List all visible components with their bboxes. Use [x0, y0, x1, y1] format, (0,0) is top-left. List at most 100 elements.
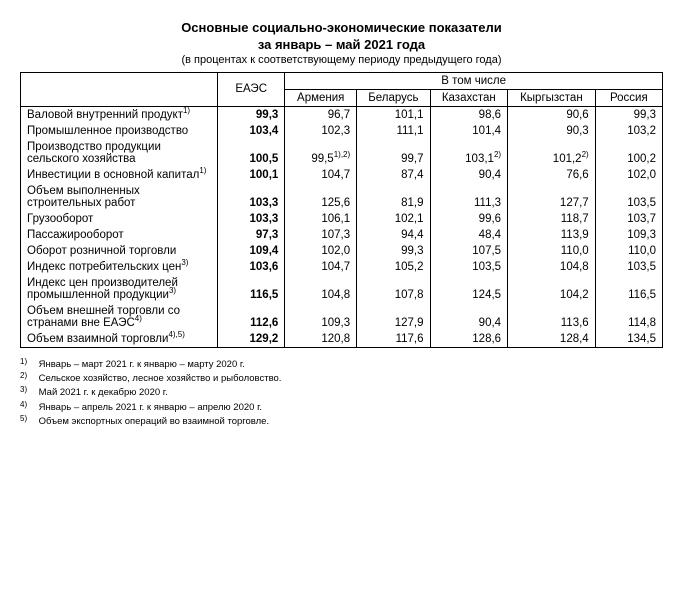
cell-value: 103,5	[595, 259, 662, 275]
col-russia: Россия	[595, 89, 662, 106]
cell-value: 104,8	[508, 259, 596, 275]
title-line1: Основные социально-экономические показат…	[20, 20, 663, 37]
cell-value: 87,4	[357, 167, 430, 183]
cell-value: 102,3	[285, 123, 357, 139]
row-label: Промышленное производство	[21, 123, 218, 139]
table-row: Индекс потребительских цен3)103,6104,710…	[21, 259, 663, 275]
table-row: Индекс цен производителей промышленной п…	[21, 275, 663, 303]
cell-value: 102,0	[285, 243, 357, 259]
col-eaes: ЕАЭС	[218, 72, 285, 106]
cell-value: 103,12)	[430, 139, 508, 167]
cell-value: 125,6	[285, 183, 357, 211]
cell-value: 99,7	[357, 139, 430, 167]
table-row: Валовой внутренний продукт1)99,396,7101,…	[21, 106, 663, 123]
cell-value: 107,5	[430, 243, 508, 259]
cell-eaes: 103,3	[218, 211, 285, 227]
col-group: В том числе	[285, 72, 663, 89]
cell-value: 99,3	[357, 243, 430, 259]
row-label: Индекс потребительских цен3)	[21, 259, 218, 275]
cell-value: 81,9	[357, 183, 430, 211]
cell-value: 110,0	[595, 243, 662, 259]
cell-value: 128,6	[430, 331, 508, 348]
cell-value: 100,2	[595, 139, 662, 167]
table-row: Инвестиции в основной капитал1)100,1104,…	[21, 167, 663, 183]
col-belarus: Беларусь	[357, 89, 430, 106]
row-label: Объем выполненных строительных работ	[21, 183, 218, 211]
cell-value: 103,2	[595, 123, 662, 139]
cell-value: 116,5	[595, 275, 662, 303]
table-row: Грузооборот103,3106,1102,199,6118,7103,7	[21, 211, 663, 227]
col-blank	[21, 72, 218, 106]
col-armenia: Армения	[285, 89, 357, 106]
cell-value: 101,4	[430, 123, 508, 139]
cell-value: 99,51),2)	[285, 139, 357, 167]
row-label: Объем внешней торговли со странами вне Е…	[21, 303, 218, 331]
cell-value: 128,4	[508, 331, 596, 348]
cell-value: 118,7	[508, 211, 596, 227]
cell-value: 90,4	[430, 167, 508, 183]
cell-value: 111,1	[357, 123, 430, 139]
table-row: Промышленное производство103,4102,3111,1…	[21, 123, 663, 139]
cell-value: 114,8	[595, 303, 662, 331]
cell-value: 124,5	[430, 275, 508, 303]
cell-value: 48,4	[430, 227, 508, 243]
cell-value: 103,5	[595, 183, 662, 211]
cell-value: 127,9	[357, 303, 430, 331]
cell-value: 90,3	[508, 123, 596, 139]
cell-value: 98,6	[430, 106, 508, 123]
cell-value: 90,6	[508, 106, 596, 123]
cell-value: 109,3	[285, 303, 357, 331]
row-label: Производство продукции сельского хозяйст…	[21, 139, 218, 167]
cell-value: 106,1	[285, 211, 357, 227]
cell-value: 96,7	[285, 106, 357, 123]
footnote: 4) Январь – апрель 2021 г. к январю – ап…	[20, 401, 663, 415]
cell-value: 107,8	[357, 275, 430, 303]
cell-eaes: 99,3	[218, 106, 285, 123]
cell-eaes: 103,3	[218, 183, 285, 211]
cell-value: 104,7	[285, 259, 357, 275]
row-label: Инвестиции в основной капитал1)	[21, 167, 218, 183]
table-row: Объем внешней торговли со странами вне Е…	[21, 303, 663, 331]
data-table: ЕАЭС В том числе Армения Беларусь Казахс…	[20, 72, 663, 348]
cell-eaes: 103,4	[218, 123, 285, 139]
cell-value: 111,3	[430, 183, 508, 211]
cell-value: 101,1	[357, 106, 430, 123]
cell-value: 99,6	[430, 211, 508, 227]
cell-value: 99,3	[595, 106, 662, 123]
cell-eaes: 100,1	[218, 167, 285, 183]
table-row: Оборот розничной торговли109,4102,099,31…	[21, 243, 663, 259]
cell-value: 113,9	[508, 227, 596, 243]
cell-value: 102,0	[595, 167, 662, 183]
cell-eaes: 129,2	[218, 331, 285, 348]
cell-eaes: 109,4	[218, 243, 285, 259]
cell-value: 109,3	[595, 227, 662, 243]
footnote: 5) Объем экспортных операций во взаимной…	[20, 415, 663, 429]
cell-value: 117,6	[357, 331, 430, 348]
table-body: Валовой внутренний продукт1)99,396,7101,…	[21, 106, 663, 347]
cell-value: 104,8	[285, 275, 357, 303]
table-row: Объем выполненных строительных работ103,…	[21, 183, 663, 211]
cell-value: 134,5	[595, 331, 662, 348]
cell-value: 110,0	[508, 243, 596, 259]
cell-value: 120,8	[285, 331, 357, 348]
cell-value: 104,7	[285, 167, 357, 183]
cell-value: 101,22)	[508, 139, 596, 167]
cell-eaes: 100,5	[218, 139, 285, 167]
cell-value: 94,4	[357, 227, 430, 243]
cell-value: 76,6	[508, 167, 596, 183]
cell-value: 103,7	[595, 211, 662, 227]
table-head: ЕАЭС В том числе Армения Беларусь Казахс…	[21, 72, 663, 106]
row-label: Объем взаимной торговли4),5)	[21, 331, 218, 348]
col-kyrgyzstan: Кыргызстан	[508, 89, 596, 106]
cell-value: 103,5	[430, 259, 508, 275]
col-kazakhstan: Казахстан	[430, 89, 508, 106]
cell-value: 90,4	[430, 303, 508, 331]
cell-value: 105,2	[357, 259, 430, 275]
title-line2: за январь – май 2021 года	[20, 37, 663, 54]
subtitle: (в процентах к соответствующему периоду …	[20, 54, 663, 66]
cell-eaes: 97,3	[218, 227, 285, 243]
cell-eaes: 112,6	[218, 303, 285, 331]
cell-eaes: 103,6	[218, 259, 285, 275]
footnote: 1) Январь – март 2021 г. к январю – март…	[20, 358, 663, 372]
footnote: 2) Сельское хозяйство, лесное хозяйство …	[20, 372, 663, 386]
